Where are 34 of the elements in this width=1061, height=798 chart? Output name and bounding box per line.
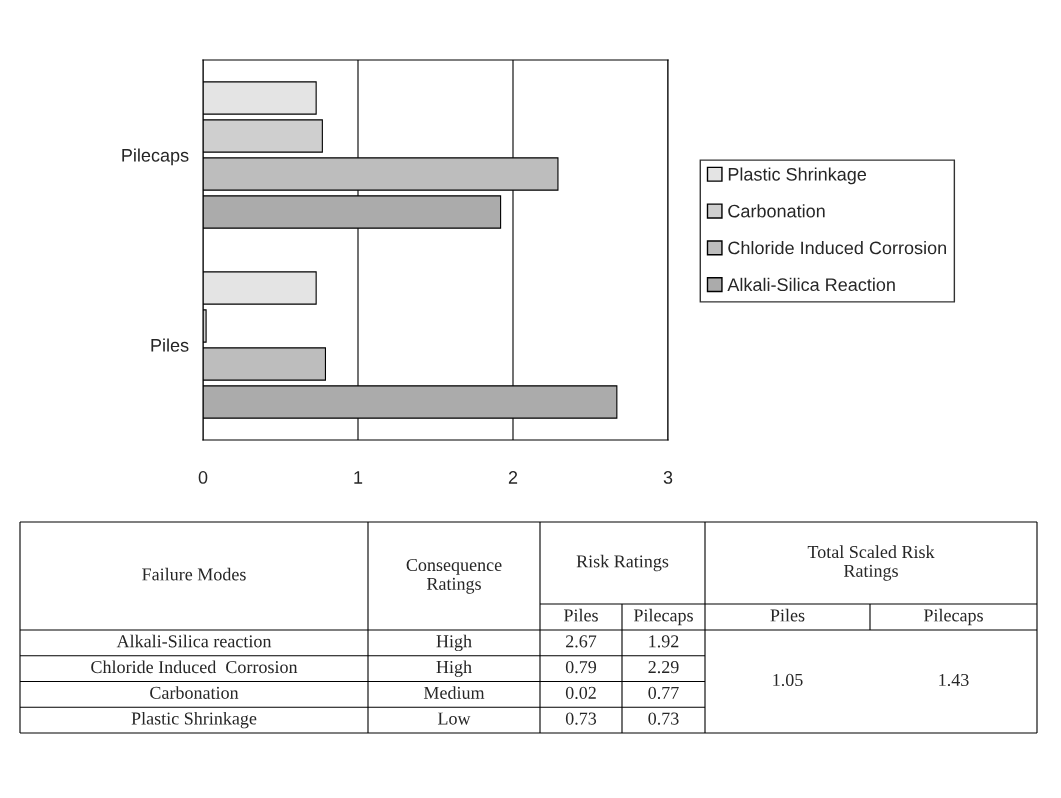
text: Failure Modes	[142, 567, 246, 581]
text: 0.02	[565, 686, 596, 699]
text: 1.05	[773, 673, 803, 687]
category-label: Pilecaps	[923, 608, 983, 626]
text: Risk Ratings	[576, 554, 669, 572]
x-tick-label: 3	[663, 471, 673, 484]
text: Chloride Induced Corrosion	[91, 660, 298, 674]
category-label: Piles	[770, 608, 805, 622]
text: 1.43	[939, 673, 969, 687]
category-label: Pilecaps	[633, 608, 693, 626]
text: 0.79	[565, 660, 597, 674]
legend-label: Chloride Induced Corrosion	[728, 241, 946, 255]
text: Low	[437, 712, 471, 725]
text: Total Scaled Risk Ratings	[807, 545, 935, 581]
x-tick-label: 0	[198, 471, 208, 484]
legend-label: Plastic Shrinkage	[728, 167, 867, 185]
text: 0.77	[648, 686, 679, 699]
text: 0.73	[648, 712, 679, 725]
legend-label: Alkali-Silica Reaction	[727, 277, 895, 292]
text: 0.73	[565, 712, 597, 725]
text: High	[436, 660, 472, 677]
text: Carbonation	[150, 686, 239, 699]
text: 1.92	[649, 635, 679, 648]
text: Plastic Shrinkage	[131, 711, 257, 729]
text: Alkali-Silica reaction	[116, 634, 272, 648]
text: 2.29	[648, 661, 679, 674]
text: Consequence Ratings	[406, 558, 502, 594]
text: Medium	[423, 686, 485, 699]
text: High	[436, 634, 472, 652]
category-label: Piles	[563, 608, 598, 622]
x-tick-label: 2	[508, 471, 518, 484]
x-tick-label: 1	[354, 471, 363, 484]
legend-label: Carbonation	[728, 204, 825, 218]
text: 2.67	[565, 635, 597, 648]
